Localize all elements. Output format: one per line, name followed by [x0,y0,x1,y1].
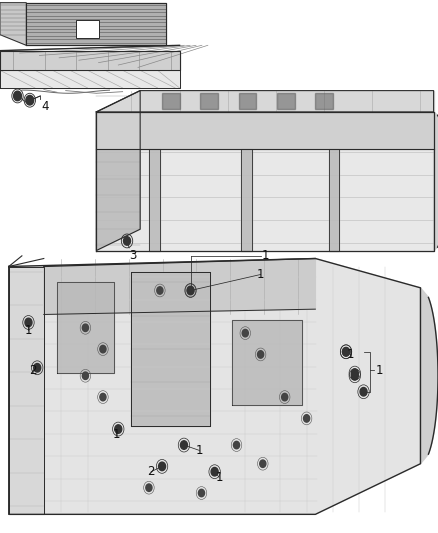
Polygon shape [420,288,438,464]
Circle shape [115,425,122,433]
Circle shape [157,287,163,294]
Circle shape [343,348,350,356]
Circle shape [360,387,367,396]
Circle shape [198,489,205,497]
Circle shape [351,372,358,380]
Circle shape [34,364,41,372]
Polygon shape [96,112,434,251]
Circle shape [304,415,310,422]
Text: 2: 2 [29,364,37,377]
Polygon shape [149,149,160,251]
Circle shape [146,484,152,491]
Polygon shape [57,282,114,373]
Polygon shape [162,93,180,109]
Polygon shape [96,91,434,112]
Circle shape [242,329,248,337]
Circle shape [351,369,358,377]
Polygon shape [96,112,434,149]
Circle shape [82,324,88,332]
Circle shape [26,95,34,105]
Polygon shape [9,259,420,514]
Text: 1: 1 [112,428,120,441]
Circle shape [187,286,194,295]
Circle shape [124,237,131,245]
Circle shape [343,348,350,356]
Circle shape [282,393,288,401]
Text: 1: 1 [376,364,383,377]
Circle shape [14,91,21,101]
Polygon shape [201,93,218,109]
Text: 3: 3 [129,249,137,262]
Polygon shape [0,51,180,70]
Circle shape [100,393,106,401]
Polygon shape [26,3,166,45]
Circle shape [187,287,194,294]
Text: 1: 1 [215,471,223,483]
Polygon shape [328,149,339,251]
Polygon shape [239,93,256,109]
Text: 4: 4 [42,100,49,112]
Polygon shape [44,259,315,314]
FancyBboxPatch shape [76,20,99,38]
Polygon shape [9,266,44,514]
Circle shape [100,345,106,353]
Polygon shape [0,70,180,88]
Text: 1: 1 [25,324,32,337]
Polygon shape [315,93,333,109]
Circle shape [258,351,264,358]
Circle shape [260,460,266,467]
Polygon shape [277,93,294,109]
Polygon shape [96,91,140,251]
Polygon shape [241,149,252,251]
Polygon shape [0,3,26,45]
Text: 2: 2 [147,465,155,478]
Polygon shape [131,272,210,426]
Circle shape [159,462,166,471]
Text: 1: 1 [261,249,269,262]
Polygon shape [434,112,438,251]
Circle shape [233,441,240,449]
Text: 1: 1 [346,348,354,361]
Circle shape [180,441,187,449]
Circle shape [211,467,218,476]
Polygon shape [232,320,302,405]
Text: 1: 1 [257,268,265,281]
Text: 1: 1 [195,444,203,457]
Circle shape [25,318,32,327]
Circle shape [82,372,88,379]
